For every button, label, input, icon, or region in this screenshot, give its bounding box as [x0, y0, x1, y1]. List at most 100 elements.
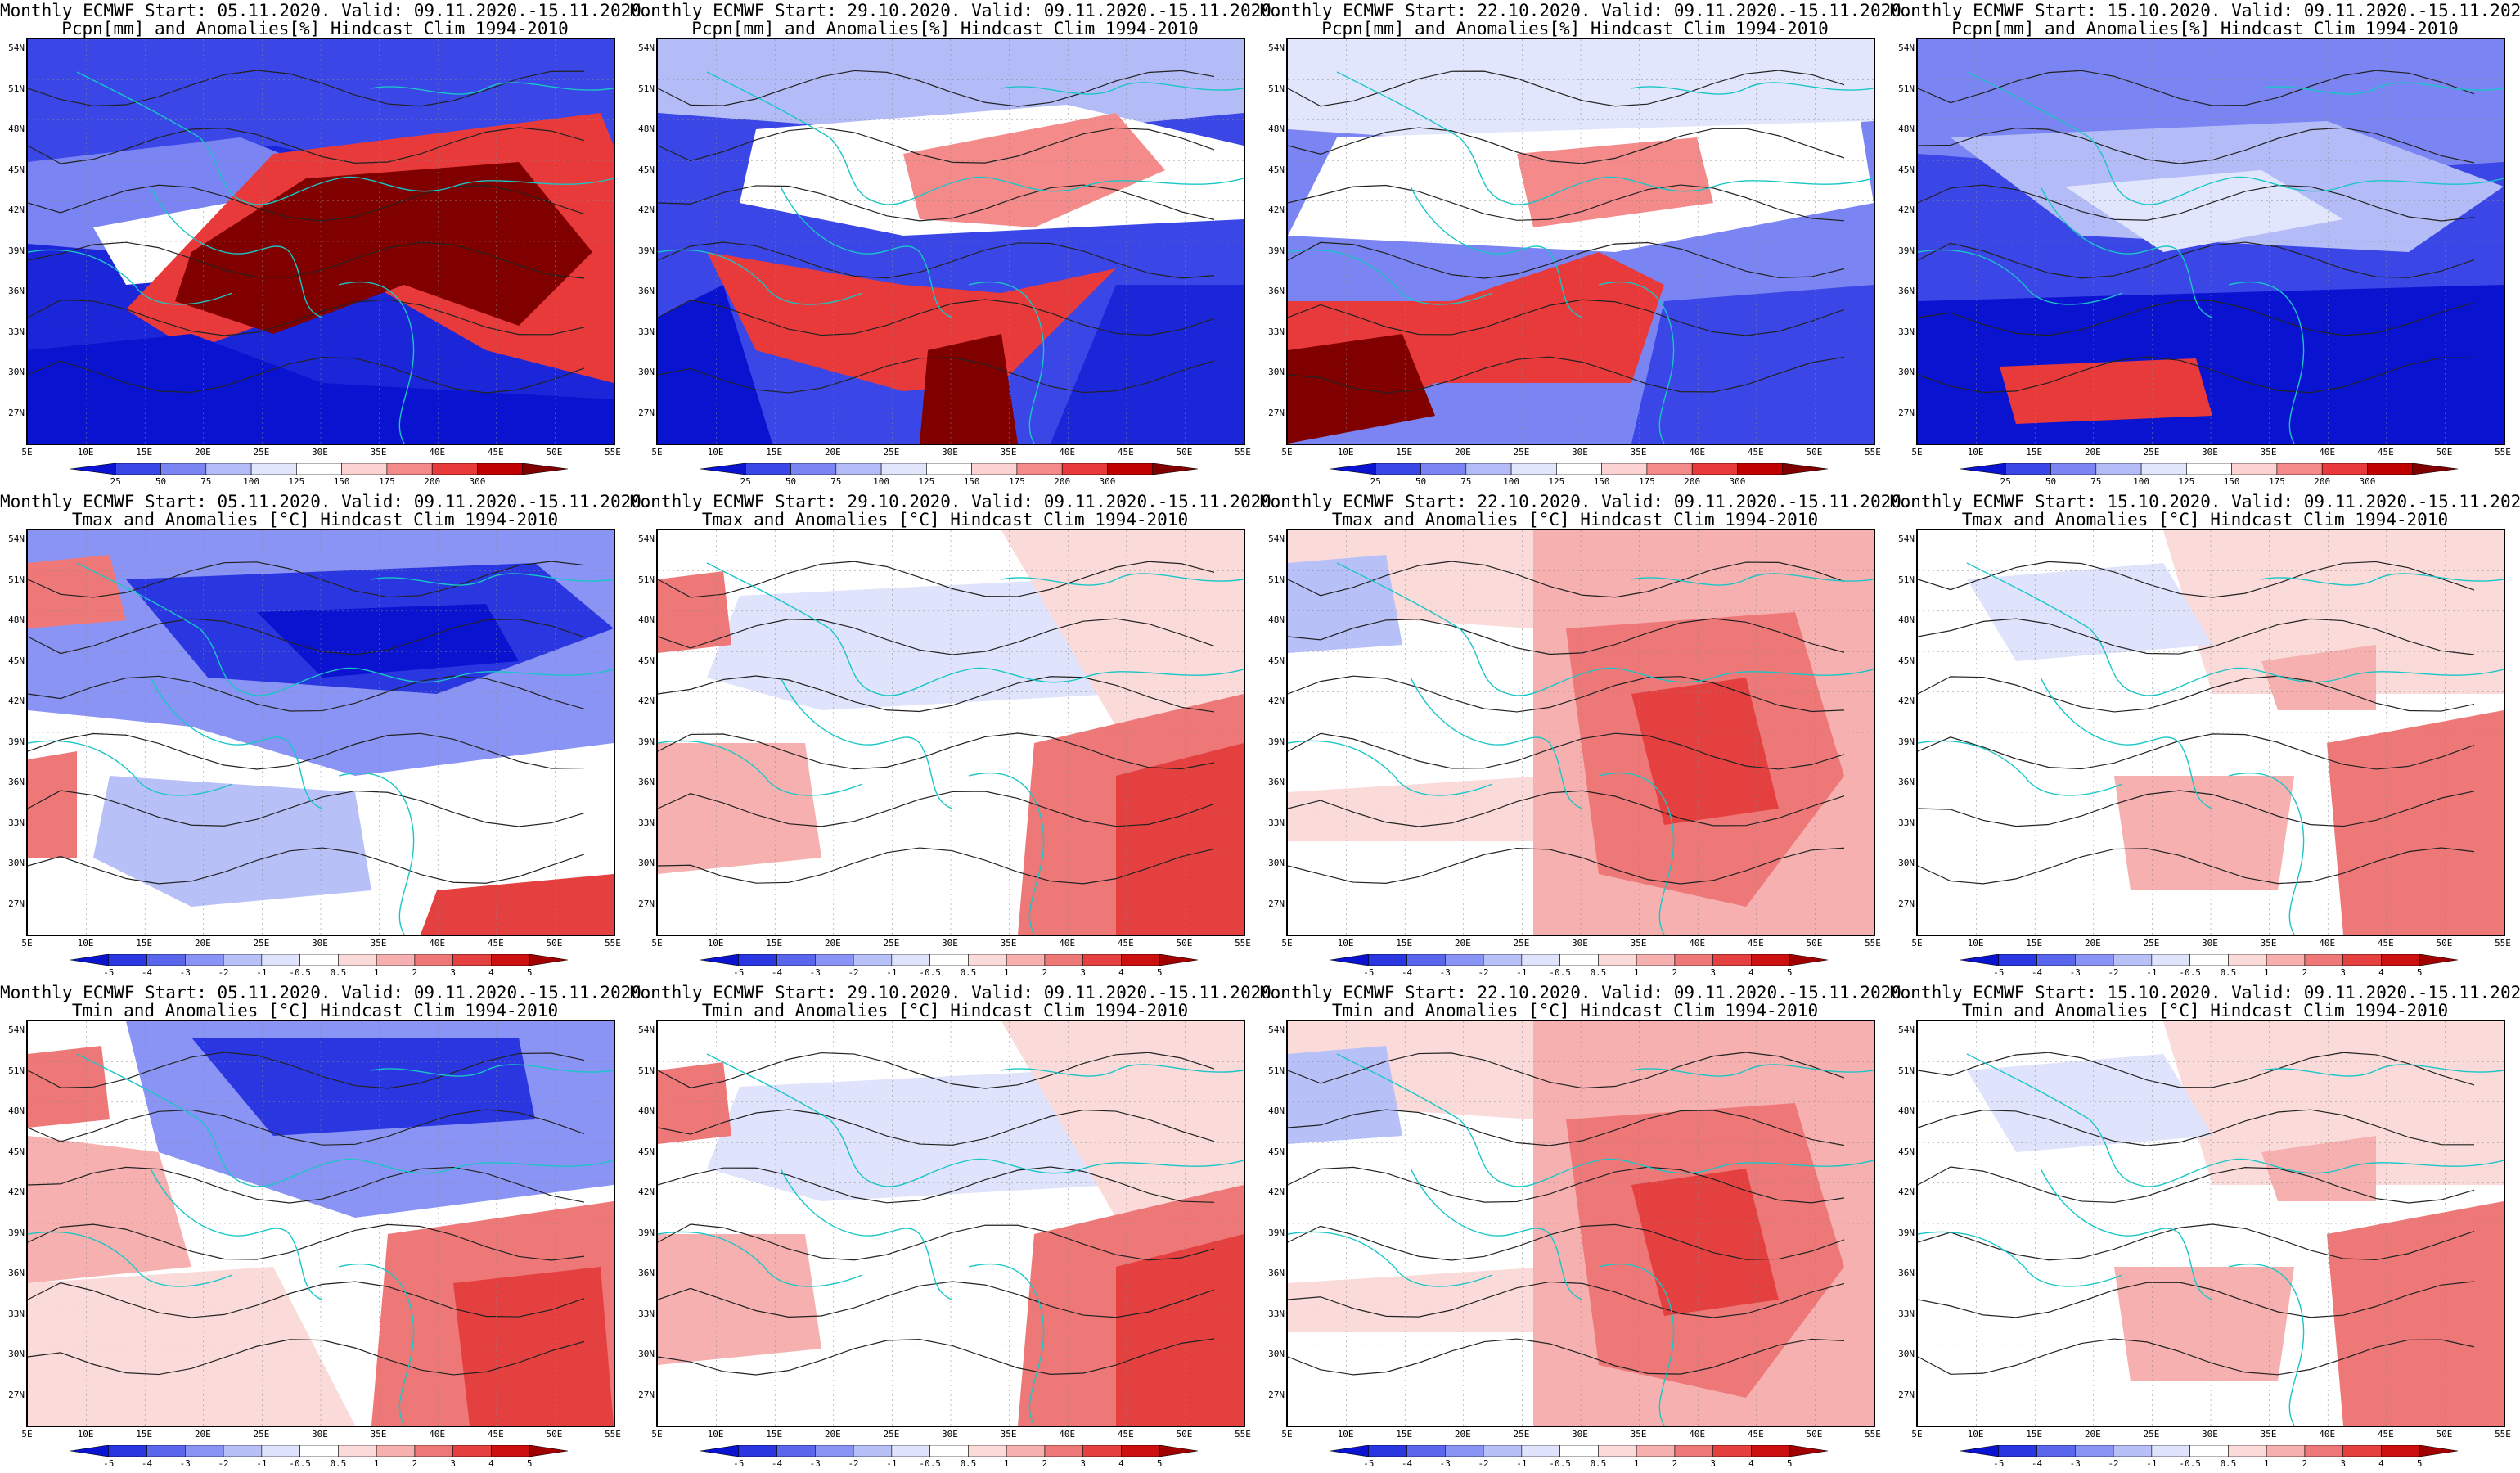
- longitude-label: 20E: [194, 1429, 211, 1439]
- coastline: [1001, 82, 1244, 95]
- anomaly-region: [1288, 39, 1874, 146]
- coastline: [1598, 1264, 1675, 1426]
- latitude-label: 54N: [1898, 534, 1915, 544]
- contour-line: [1918, 356, 2475, 394]
- anomaly-region: [2327, 1201, 2504, 1426]
- longitude-label: 35E: [1630, 938, 1647, 948]
- anomaly-region: [1631, 678, 1779, 825]
- colorbar-tick-label: -2: [218, 1458, 229, 1469]
- colorbar-tick-label: 125: [918, 476, 935, 487]
- longitude-label: 30E: [312, 447, 328, 457]
- longitude-label: 20E: [194, 938, 211, 948]
- colorbar-tick-label: 2: [1042, 1458, 1048, 1469]
- longitude-label: 55E: [1865, 1429, 1881, 1439]
- colorbar-tick-label: 3: [450, 1458, 456, 1469]
- contour-line: [28, 732, 585, 770]
- latitude-label: 36N: [8, 286, 25, 296]
- colorbar-tick-label: -0.5: [1549, 1458, 1571, 1469]
- latitude-label: 27N: [8, 1389, 25, 1400]
- colorbar-tick-label: -4: [2031, 1458, 2043, 1469]
- colorbar-tick-label: -1: [2146, 967, 2158, 978]
- colorbar-tick-label: 300: [1099, 476, 1116, 487]
- anomaly-map: [1916, 1020, 2505, 1427]
- colorbar-tick-label: -4: [2031, 967, 2043, 978]
- latitude-label: 33N: [638, 326, 655, 337]
- longitude-label: 35E: [370, 447, 387, 457]
- colorbar-tick-label: 75: [200, 476, 212, 487]
- coastline: [2040, 677, 2213, 809]
- coastline: [338, 1264, 415, 1426]
- colorbar-tick-label: -3: [2069, 967, 2081, 978]
- latitude-label: 54N: [1268, 1025, 1285, 1035]
- contour-line: [1918, 184, 2475, 222]
- colorbar-tick-label: 3: [450, 967, 456, 978]
- longitude-label: 25E: [253, 447, 270, 457]
- colorbar-tick-label: -0.5: [289, 1458, 311, 1469]
- anomaly-region: [175, 162, 592, 334]
- anomaly-region: [1288, 841, 1533, 935]
- panel-variable-title: Tmax and Anomalies [°C] Hindcast Clim 19…: [1961, 510, 2449, 529]
- longitude-label: 55E: [1235, 1429, 1251, 1439]
- contour-line: [1288, 1166, 1845, 1204]
- anomaly-region: [1116, 743, 1244, 935]
- longitude-label: 30E: [1572, 938, 1588, 948]
- colorbar-tick-label: 2: [1042, 967, 1048, 978]
- longitude-label: 50E: [546, 1429, 563, 1439]
- colorbar-tick-label: 175: [1008, 476, 1025, 487]
- longitude-label: 5E: [651, 1429, 663, 1439]
- colorbar: [1330, 1445, 1828, 1460]
- latitude-label: 51N: [1268, 83, 1285, 94]
- contour-line: [658, 791, 1215, 827]
- coastline: [1918, 249, 2123, 305]
- coastline: [1631, 1064, 1874, 1077]
- colorbar-tick-label: 2: [412, 1458, 418, 1469]
- colorbar: [70, 1445, 568, 1460]
- latitude-label: 51N: [1898, 1065, 1915, 1076]
- longitude-label: 20E: [824, 938, 841, 948]
- longitude-label: 20E: [824, 1429, 841, 1439]
- colorbar-tick-label: 1: [2263, 967, 2270, 978]
- latitude-label: 39N: [1268, 245, 1285, 256]
- longitude-label: 30E: [2202, 447, 2218, 457]
- latitude-label: 36N: [638, 777, 655, 787]
- latitude-label: 42N: [1898, 205, 1915, 215]
- colorbar-tick-label: -3: [1439, 1458, 1451, 1469]
- coastline: [2261, 573, 2504, 586]
- contour-line: [28, 618, 585, 655]
- anomaly-region: [93, 776, 371, 907]
- latitude-label: 42N: [638, 1187, 655, 1197]
- longitude-label: 45E: [1117, 938, 1134, 948]
- anomaly-region: [1288, 555, 1402, 653]
- longitude-label: 40E: [429, 1429, 446, 1439]
- colorbar-tick-label: 50: [785, 476, 797, 487]
- contour-line: [28, 1223, 585, 1261]
- longitude-label: 30E: [1572, 447, 1588, 457]
- longitude-label: 40E: [1689, 1429, 1706, 1439]
- latitude-label: 39N: [1268, 736, 1285, 747]
- coastline: [2228, 773, 2305, 935]
- latitude-label: 45N: [638, 164, 655, 175]
- latitude-label: 51N: [1898, 83, 1915, 94]
- coastline: [2261, 1064, 2504, 1077]
- latitude-label: 51N: [638, 574, 655, 585]
- colorbar: [700, 463, 1198, 478]
- colorbar-tick-label: 200: [424, 476, 441, 487]
- colorbar-tick-label: 5: [526, 967, 533, 978]
- contour-line: [1288, 675, 1845, 713]
- longitude-label: 10E: [1967, 447, 1984, 457]
- longitude-label: 55E: [605, 1429, 621, 1439]
- longitude-label: 55E: [1235, 938, 1251, 948]
- latitude-label: 39N: [1268, 1227, 1285, 1238]
- coastline: [780, 677, 953, 809]
- anomaly-region: [658, 1062, 731, 1144]
- latitude-label: 42N: [1268, 1187, 1285, 1197]
- longitude-label: 10E: [77, 938, 94, 948]
- coastline: [1631, 82, 1874, 95]
- colorbar-tick-label: -5: [733, 967, 745, 978]
- contour-line: [658, 357, 1215, 394]
- anomaly-map: [656, 529, 1245, 936]
- anomaly-region: [658, 571, 731, 653]
- coastline: [2040, 186, 2213, 318]
- contour-line: [1288, 1052, 1845, 1089]
- contour-line: [1918, 847, 2475, 885]
